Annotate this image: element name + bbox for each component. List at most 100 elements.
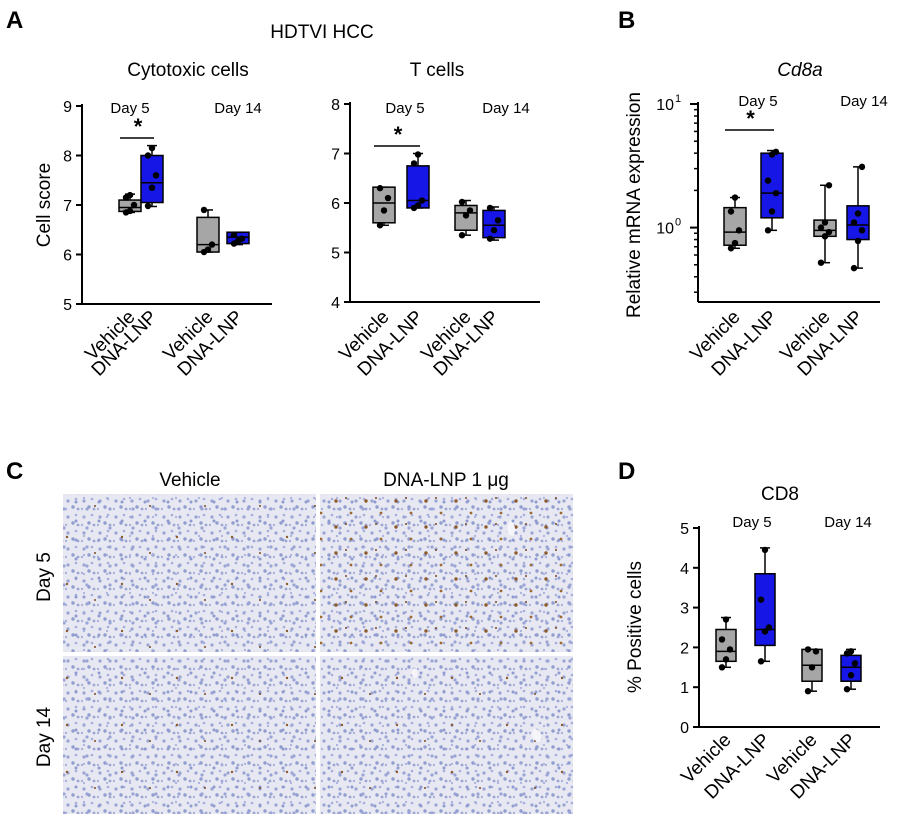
data-point — [152, 172, 160, 179]
data-point — [772, 189, 780, 197]
micrograph-row-day14: Day 14 — [34, 706, 55, 767]
data-point — [727, 245, 735, 252]
box-vehicle — [372, 184, 396, 229]
box-vehicle — [723, 194, 747, 252]
y-tick-label: 3 — [680, 601, 689, 618]
box-body — [760, 152, 784, 219]
data-point — [817, 259, 825, 266]
data-point — [825, 182, 833, 189]
micrograph-dna-lnp-day5 — [320, 494, 573, 652]
data-point — [817, 224, 825, 231]
box-body — [406, 165, 430, 209]
micrograph-col-vehicle: Vehicle — [159, 470, 220, 491]
chart-title: T cells — [410, 60, 465, 81]
data-point — [731, 239, 739, 247]
data-point — [494, 217, 502, 224]
data-point — [458, 231, 466, 239]
panel-letter-d: D — [618, 458, 635, 485]
data-point — [847, 648, 855, 655]
y-tick-label: 8 — [331, 97, 340, 114]
box-dna-lnp — [226, 231, 250, 247]
box-dna-lnp — [140, 144, 164, 210]
y-axis-label: Relative mRNA expression — [624, 92, 645, 318]
data-point — [821, 233, 829, 240]
data-point — [761, 546, 769, 554]
data-point — [466, 207, 474, 214]
data-point — [458, 198, 466, 206]
data-point — [486, 235, 494, 242]
significance-star: * — [134, 114, 143, 139]
data-point — [414, 151, 422, 158]
box-dna-lnp — [760, 148, 784, 234]
micrograph-vehicle-day14 — [63, 656, 316, 814]
group-label-day5: Day 5 — [732, 514, 771, 531]
y-tick-label: 6 — [63, 248, 72, 265]
data-point — [718, 664, 726, 671]
y-tick-label: 1 — [680, 680, 689, 697]
data-point — [854, 210, 862, 217]
data-point — [126, 191, 134, 199]
data-point — [376, 222, 384, 229]
box-body — [723, 206, 747, 246]
data-point — [722, 616, 730, 623]
box-body — [372, 186, 396, 224]
y-tick-exponent: 1 — [675, 93, 681, 105]
group-label-day14: Day 14 — [482, 100, 530, 117]
box-dna-lnp — [482, 204, 506, 242]
data-point — [722, 656, 730, 663]
data-point — [410, 160, 418, 167]
data-point — [380, 207, 388, 214]
data-point — [757, 596, 765, 603]
data-point — [148, 144, 156, 152]
data-point — [757, 658, 765, 665]
data-point — [812, 648, 820, 655]
data-point — [144, 152, 152, 159]
data-point — [130, 201, 138, 209]
panel-letter-c: C — [6, 458, 23, 485]
data-point — [727, 208, 735, 215]
y-tick-label: 10 — [656, 221, 674, 238]
micrograph-vehicle-day5 — [63, 494, 316, 652]
data-point — [772, 148, 780, 156]
y-tick-label: 7 — [331, 147, 340, 164]
box-body — [140, 154, 164, 204]
y-tick-label: 9 — [63, 99, 72, 116]
y-tick-label: 0 — [680, 720, 689, 737]
data-point — [858, 163, 866, 171]
data-point — [808, 664, 816, 671]
data-point — [850, 264, 858, 272]
panel-a-header: HDTVI HCC — [270, 22, 373, 43]
y-tick-label: 4 — [680, 561, 689, 578]
box-body — [482, 209, 506, 239]
y-axis-label: % Positive cells — [625, 561, 646, 693]
y-tick-label: 7 — [63, 198, 72, 215]
box-dna-lnp — [846, 163, 870, 272]
data-point — [731, 194, 739, 201]
data-point — [376, 184, 384, 192]
group-label-day14: Day 14 — [840, 93, 888, 110]
significance-star: * — [394, 122, 403, 147]
chart-title: CD8 — [761, 484, 799, 505]
significance-star: * — [746, 106, 755, 131]
box-dna-lnp — [754, 546, 776, 665]
chart-title: Cytotoxic cells — [127, 60, 248, 81]
data-point — [126, 207, 134, 215]
group-label-day5: Day 5 — [385, 100, 424, 117]
y-tick-label: 5 — [680, 521, 689, 538]
y-tick-label: 2 — [680, 640, 689, 657]
data-point — [768, 208, 776, 215]
box-vehicle — [801, 646, 823, 695]
data-point — [204, 246, 212, 253]
box-dna-lnp — [406, 151, 430, 212]
panel-letter-a: A — [6, 7, 23, 34]
box-vehicle — [813, 182, 837, 266]
data-point — [825, 228, 833, 236]
data-point — [804, 687, 812, 695]
data-point — [821, 219, 829, 226]
data-point — [843, 685, 851, 693]
micrograph-row-day5: Day 5 — [34, 552, 55, 602]
